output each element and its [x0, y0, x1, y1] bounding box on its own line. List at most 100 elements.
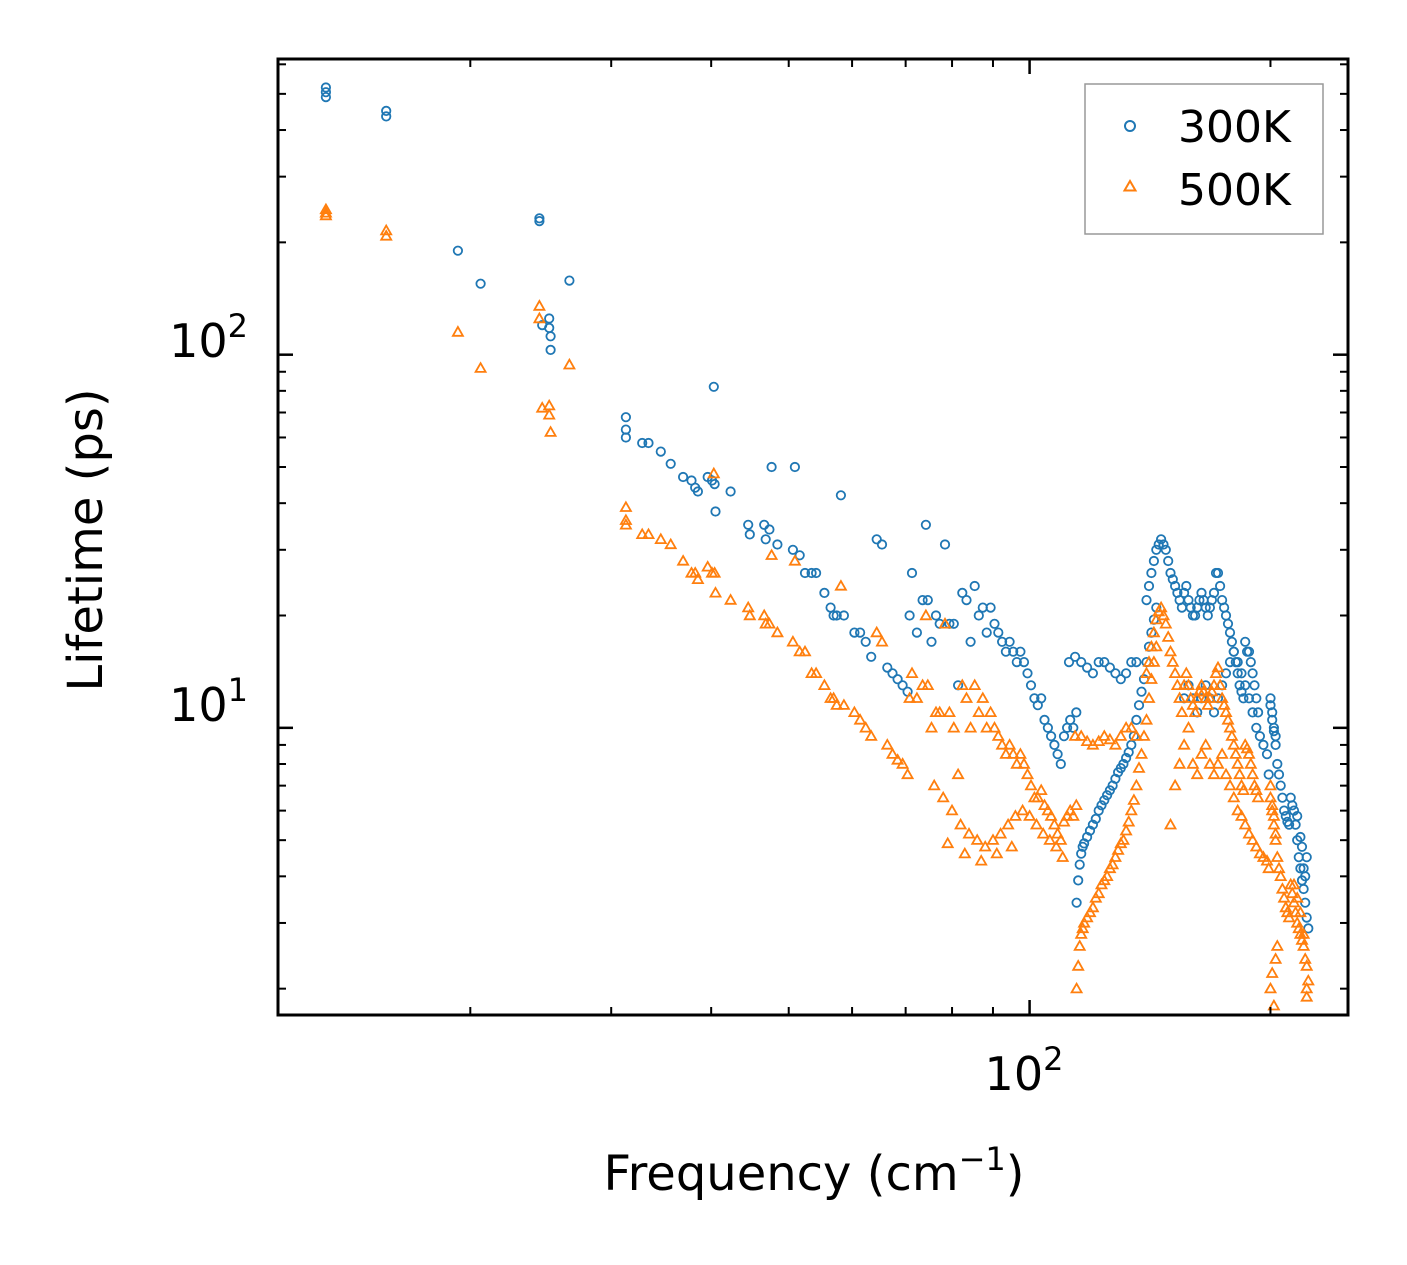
point-500K-121	[1036, 826, 1050, 839]
point-500K-230	[1168, 778, 1182, 791]
point-300K-218	[1220, 668, 1232, 679]
point-300K-111	[1082, 662, 1093, 673]
point-500K-163	[1122, 814, 1136, 827]
point-500K-256	[1263, 790, 1278, 803]
point-500K-202	[1201, 698, 1215, 710]
point-500K-254	[1262, 861, 1276, 874]
point-500K-23	[688, 566, 702, 578]
point-500K-91	[1020, 767, 1035, 780]
point-500K-54	[870, 625, 884, 638]
point-500K-285	[1293, 905, 1307, 918]
point-300K-0	[320, 82, 331, 93]
plot-frame	[276, 57, 1350, 1017]
point-500K-125	[941, 836, 955, 849]
point-300K-106	[1068, 722, 1079, 733]
point-300K-32	[743, 519, 754, 530]
point-500K-86	[1003, 738, 1017, 750]
point-300K-43	[806, 567, 817, 579]
point-500K-243	[1223, 778, 1237, 791]
point-500K-35	[765, 548, 779, 560]
point-500K-211	[1219, 705, 1233, 717]
point-500K-90	[1017, 757, 1031, 769]
point-500K-205	[1207, 678, 1221, 690]
point-300K-14	[564, 275, 575, 286]
point-500K-32	[743, 608, 757, 621]
point-300K-223	[1240, 680, 1251, 691]
point-500K-39	[788, 554, 802, 566]
point-300K-53	[860, 636, 871, 647]
point-500K-108	[936, 790, 950, 803]
point-500K-17	[635, 527, 649, 539]
point-500K-109	[945, 803, 959, 816]
point-300K-157	[1148, 555, 1160, 567]
point-500K-228	[1251, 790, 1265, 803]
point-300K-90	[1015, 646, 1026, 657]
point-300K-118	[1121, 668, 1132, 679]
point-500K-281	[1300, 959, 1314, 971]
point-500K-237	[1199, 738, 1213, 750]
point-500K-193	[1181, 678, 1196, 690]
point-500K-107	[927, 778, 941, 791]
point-500K-99	[1047, 817, 1061, 830]
point-500K-92	[1024, 778, 1038, 791]
point-300K-56	[876, 539, 888, 550]
point-500K-51	[853, 713, 867, 725]
point-300K-145	[1131, 714, 1142, 726]
point-500K-127	[974, 854, 988, 866]
point-500K-79	[976, 691, 990, 703]
point-300K-102	[1055, 758, 1066, 770]
point-500K-123	[1049, 839, 1063, 852]
point-500K-240	[1211, 757, 1225, 769]
point-500K-43	[809, 666, 823, 678]
point-500K-136	[1103, 732, 1117, 745]
point-300K-147	[1136, 686, 1147, 697]
point-300K-243	[1279, 805, 1290, 816]
point-300K-29	[709, 478, 720, 490]
point-300K-86	[1000, 646, 1012, 657]
point-300K-256	[1300, 897, 1311, 908]
point-300K-199	[1238, 693, 1249, 704]
point-300K-65	[917, 594, 928, 606]
point-300K-154	[1141, 594, 1152, 606]
point-500K-46	[827, 691, 841, 703]
point-300K-77	[965, 636, 976, 647]
point-500K-81	[984, 705, 998, 717]
point-500K-247	[1238, 817, 1252, 830]
point-300K-89	[1011, 656, 1022, 668]
point-300K-99	[1046, 731, 1057, 742]
point-500K-206	[1209, 666, 1223, 678]
point-300K-133	[1099, 795, 1110, 806]
point-300K-119	[1126, 656, 1137, 668]
point-500K-115	[994, 826, 1008, 839]
point-500K-116	[1001, 817, 1015, 830]
point-500K-28	[708, 566, 722, 578]
point-300K-47	[828, 610, 839, 621]
point-300K-241	[1275, 780, 1286, 791]
point-500K-283	[1300, 990, 1314, 1002]
point-500K-132	[1080, 734, 1094, 746]
point-300K-66	[920, 519, 932, 530]
point-300K-4	[381, 111, 392, 122]
point-500K-5	[451, 325, 465, 337]
point-300K-36	[766, 461, 777, 473]
point-500K-128	[990, 846, 1004, 859]
point-300K-82	[985, 602, 996, 613]
point-300K-122	[1073, 875, 1084, 886]
point-500K-65	[919, 608, 933, 621]
point-500K-57	[885, 747, 900, 759]
point-500K-293	[1300, 981, 1314, 994]
point-300K-164	[1165, 567, 1176, 579]
x-tick-label-100: 102	[985, 1040, 1064, 1101]
point-300K-156	[1146, 567, 1157, 579]
point-500K-162	[1119, 823, 1133, 836]
point-500K-231	[1173, 757, 1187, 769]
point-300K-203	[1245, 656, 1256, 668]
point-500K-138	[1114, 729, 1128, 741]
point-500K-37	[770, 625, 784, 638]
point-300K-226	[1251, 722, 1262, 733]
point-500K-287	[1287, 877, 1301, 890]
legend-frame	[1084, 83, 1324, 235]
point-500K-20	[664, 537, 678, 550]
point-300K-114	[1099, 656, 1110, 668]
point-500K-96	[1037, 798, 1052, 810]
